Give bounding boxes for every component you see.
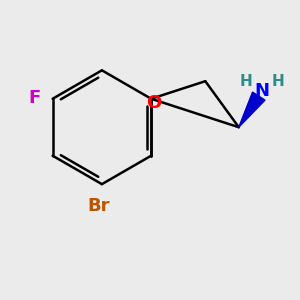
Text: O: O bbox=[146, 94, 162, 112]
Polygon shape bbox=[239, 92, 265, 127]
Text: H: H bbox=[239, 74, 252, 88]
Text: Br: Br bbox=[88, 197, 110, 215]
Text: H: H bbox=[272, 74, 284, 88]
Text: F: F bbox=[28, 88, 40, 106]
Text: N: N bbox=[254, 82, 269, 100]
